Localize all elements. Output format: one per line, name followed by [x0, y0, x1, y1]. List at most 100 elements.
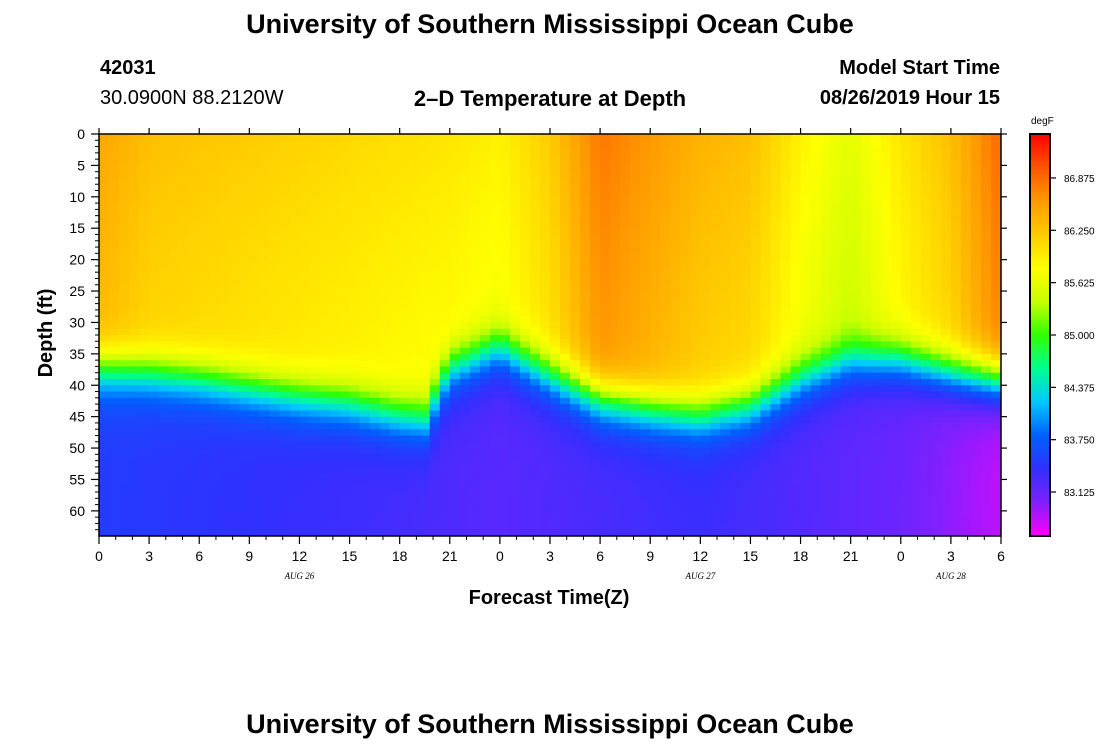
heatmap-cell	[710, 510, 721, 518]
heatmap-cell	[610, 171, 621, 179]
heatmap-cell	[620, 416, 631, 424]
heatmap-cell	[439, 429, 451, 437]
heatmap-cell	[299, 196, 311, 204]
heatmap-cell	[359, 221, 371, 229]
heatmap-cell	[239, 360, 250, 368]
heatmap-cell	[770, 140, 782, 148]
heatmap-cell	[229, 171, 240, 179]
heatmap-cell	[600, 473, 611, 481]
heatmap-cell	[580, 397, 591, 405]
heatmap-cell	[449, 523, 461, 531]
heatmap-cell	[630, 291, 641, 298]
heatmap-cell	[389, 234, 401, 242]
heatmap-cell	[870, 278, 882, 286]
heatmap-cell	[479, 134, 491, 141]
heatmap-cell	[439, 203, 451, 210]
heatmap-cell	[179, 435, 190, 443]
heatmap-cell	[329, 360, 341, 368]
heatmap-cell	[369, 523, 381, 531]
heatmap-cell	[640, 184, 651, 192]
heatmap-cell	[479, 492, 491, 499]
heatmap-cell	[650, 372, 661, 380]
heatmap-cell	[429, 140, 441, 148]
heatmap-cell	[379, 265, 391, 273]
heatmap-cell	[850, 353, 862, 361]
heatmap-cell	[630, 316, 641, 324]
heatmap-cell	[509, 284, 521, 292]
heatmap-cell	[610, 492, 621, 499]
heatmap-cell	[249, 196, 260, 204]
heatmap-cell	[539, 209, 551, 217]
heatmap-cell	[690, 404, 701, 411]
heatmap-cell	[860, 159, 872, 167]
heatmap-cell	[550, 404, 561, 411]
heatmap-cell	[469, 372, 481, 380]
heatmap-cell	[389, 391, 401, 399]
heatmap-cell	[179, 397, 190, 405]
heatmap-cell	[630, 140, 641, 148]
heatmap-cell	[139, 498, 150, 506]
heatmap-cell	[610, 404, 621, 411]
heatmap-cell	[239, 171, 250, 179]
heatmap-cell	[700, 272, 711, 280]
heatmap-cell	[570, 391, 581, 399]
heatmap-cell	[620, 429, 631, 437]
heatmap-cell	[219, 221, 230, 229]
heatmap-cell	[700, 247, 711, 254]
heatmap-cell	[299, 184, 311, 192]
heatmap-cell	[379, 366, 391, 374]
heatmap-cell	[429, 335, 441, 342]
heatmap-cell	[439, 510, 451, 518]
heatmap-cell	[730, 404, 742, 411]
heatmap-cell	[539, 479, 551, 487]
heatmap-cell	[570, 228, 581, 236]
heatmap-cell	[820, 234, 832, 242]
heatmap-cell	[339, 322, 351, 330]
heatmap-cell	[209, 177, 220, 185]
heatmap-cell	[750, 259, 762, 267]
heatmap-cell	[700, 140, 711, 148]
heatmap-cell	[319, 146, 331, 154]
heatmap-cell	[329, 523, 341, 531]
heatmap-cell	[299, 215, 311, 223]
heatmap-cell	[359, 209, 371, 217]
heatmap-cell	[529, 466, 541, 474]
heatmap-cell	[159, 473, 170, 481]
heatmap-cell	[800, 221, 812, 229]
heatmap-cell	[259, 378, 270, 386]
heatmap-cell	[610, 429, 621, 437]
heatmap-cell	[419, 309, 431, 317]
heatmap-cell	[539, 265, 551, 273]
heatmap-cell	[720, 460, 731, 468]
heatmap-cell	[179, 466, 190, 474]
heatmap-cell	[409, 134, 421, 141]
heatmap-cell	[790, 391, 802, 399]
heatmap-cell	[600, 366, 611, 374]
heatmap-cell	[439, 372, 451, 380]
heatmap-cell	[830, 460, 842, 468]
heatmap-cell	[610, 146, 621, 154]
heatmap-cell	[529, 146, 541, 154]
heatmap-cell	[469, 165, 481, 173]
heatmap-cell	[660, 473, 671, 481]
heatmap-cell	[469, 316, 481, 324]
heatmap-cell	[419, 297, 431, 305]
heatmap-cell	[489, 316, 501, 324]
heatmap-cell	[610, 473, 621, 481]
heatmap-cell	[419, 328, 431, 336]
heatmap-cell	[499, 159, 511, 167]
heatmap-cell	[860, 228, 872, 236]
heatmap-cell	[259, 152, 270, 160]
heatmap-cell	[299, 278, 311, 286]
heatmap-cell	[830, 397, 842, 405]
heatmap-cell	[800, 378, 812, 386]
heatmap-cell	[159, 259, 170, 267]
heatmap-cell	[249, 416, 260, 424]
heatmap-cell	[209, 435, 220, 443]
heatmap-cell	[309, 253, 321, 261]
heatmap-cell	[610, 240, 621, 248]
heatmap-cell	[279, 196, 291, 204]
heatmap-cell	[870, 171, 882, 179]
heatmap-cell	[660, 240, 671, 248]
heatmap-cell	[469, 504, 481, 512]
